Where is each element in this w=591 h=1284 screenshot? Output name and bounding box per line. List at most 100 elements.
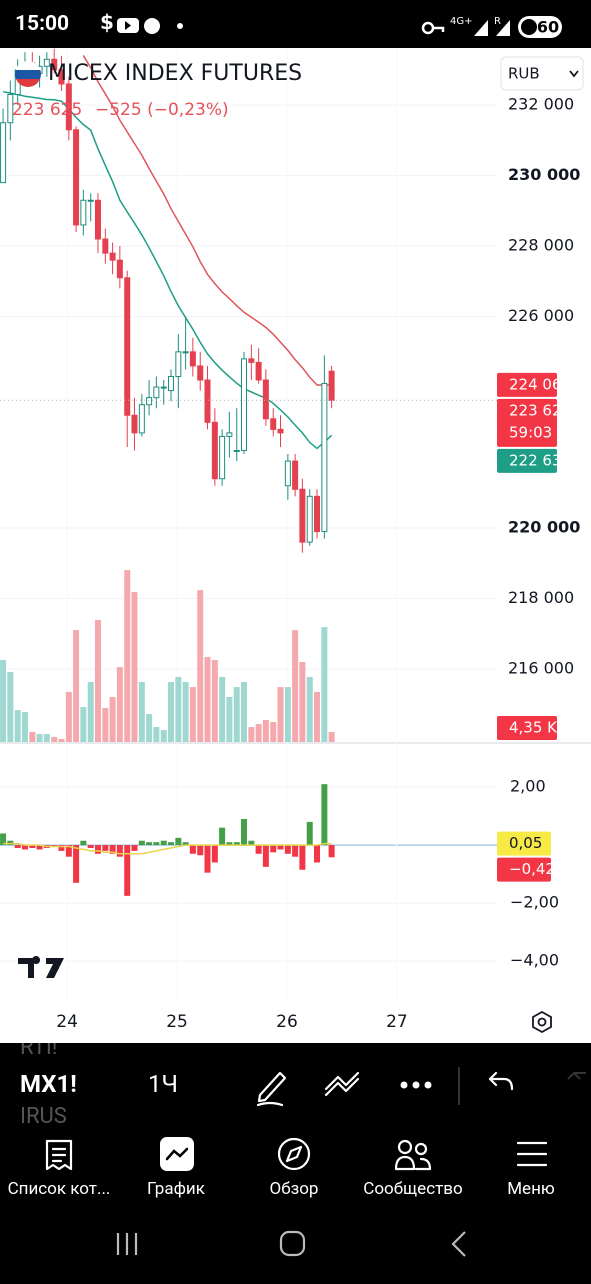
price-label-box [497, 372, 557, 397]
y-tick-label: −4,00 [510, 951, 559, 970]
nav-label[interactable]: Сообщество [363, 1179, 463, 1199]
y-tick-label: 230 000 [508, 165, 580, 184]
toolbar-icons [256, 1067, 586, 1107]
price-label: 223 625 [509, 401, 571, 419]
interval[interactable]: 1Ч [148, 1070, 178, 1098]
volume-bar [116, 667, 123, 742]
candle-body [189, 351, 196, 367]
volume-bar [138, 682, 145, 742]
x-tick-label: 25 [166, 1012, 188, 1032]
candle-body [146, 397, 153, 406]
recent-button[interactable] [116, 1233, 138, 1255]
volume-bar [189, 687, 196, 742]
y-tick-label: 2,00 [510, 777, 546, 796]
ghost-symbol: RTI! [20, 1043, 58, 1060]
nav-label[interactable]: График [147, 1179, 205, 1199]
clock: 15:00 [15, 12, 70, 36]
system-nav [0, 1210, 591, 1280]
candle-body [94, 199, 101, 240]
oscillator-bar [21, 845, 28, 850]
volume-bar [240, 682, 247, 742]
oscillator-bar [73, 845, 80, 883]
ghost-symbol: IRUS [20, 1104, 67, 1125]
oscillator-bar [14, 845, 21, 848]
symbol[interactable]: MX1! [20, 1070, 77, 1098]
volume-bar [277, 687, 284, 742]
volume-bar [21, 712, 28, 742]
oscillator-bar [109, 845, 116, 854]
candle-body [160, 386, 167, 389]
candle-body [167, 375, 174, 392]
volume-bar [80, 707, 87, 742]
candle-body [116, 259, 123, 279]
volume-bar [182, 682, 189, 742]
oscillator-bar [211, 845, 218, 863]
candle-body [29, 62, 36, 74]
volume-label-box [497, 716, 557, 740]
undo-icon[interactable] [488, 1071, 514, 1091]
candle-body [14, 69, 21, 96]
nav-icons [45, 1137, 548, 1171]
volume-bar [124, 570, 131, 742]
nav-label[interactable]: Обзор [269, 1179, 319, 1199]
price-label: 222 633 [509, 451, 571, 469]
explore-icon[interactable] [277, 1137, 311, 1171]
oscillator-bar [124, 845, 131, 896]
candle-body [138, 404, 145, 434]
candle-body [328, 370, 335, 401]
battery: 60 [537, 18, 559, 37]
oscillator-bar [233, 842, 240, 846]
candle-body [43, 58, 50, 67]
candle-body [87, 199, 94, 202]
nav-label[interactable]: Меню [507, 1179, 555, 1199]
oscillator-bar [197, 845, 204, 856]
volume-bar [109, 696, 116, 742]
oscillator-label: 0,05 [509, 834, 542, 852]
oscillator-bar [270, 845, 277, 853]
y-tick-label: 218 000 [508, 588, 574, 607]
oscillator-bar [292, 845, 299, 857]
nav-label[interactable]: Список кот... [7, 1179, 111, 1199]
draw-icon[interactable] [257, 1071, 287, 1103]
volume-bar [0, 659, 7, 742]
oscillator-bar [94, 845, 101, 854]
settings-icon[interactable] [532, 1010, 552, 1034]
more-icon[interactable] [400, 1081, 432, 1089]
volume-bar [7, 671, 14, 742]
volume-label: 4,35 K [509, 719, 558, 737]
status-icons: $ 4G+ R 60 [100, 10, 562, 38]
back-button[interactable] [451, 1231, 466, 1257]
candle-body [36, 65, 43, 74]
candle-body [204, 379, 211, 423]
countdown: 59:03 [509, 423, 552, 441]
candle-body [233, 450, 240, 453]
oscillator-bar [160, 840, 167, 846]
svg-text:$: $ [100, 10, 114, 34]
candle-body [284, 460, 291, 487]
candle-body [58, 69, 65, 85]
volume-bar [233, 687, 240, 742]
candle-body [109, 252, 116, 261]
volume-bar [73, 630, 80, 742]
settings-icon-center [537, 1017, 547, 1027]
candle-body [306, 495, 313, 543]
y-tick-label: 232 000 [508, 95, 574, 114]
oscillator-bar [314, 845, 321, 863]
oscillator-bar [175, 837, 182, 846]
oscillator-label: −0,42 [509, 860, 555, 878]
signal-label: R [494, 16, 501, 27]
watchlist-icon[interactable] [45, 1139, 73, 1171]
volume-bar [262, 719, 269, 742]
candle-body [21, 62, 28, 71]
oscillator-bar [182, 842, 189, 846]
indicators-icon[interactable] [324, 1071, 360, 1097]
volume-bar [131, 591, 138, 742]
volume-bar [175, 676, 182, 742]
volume-bar [211, 659, 218, 742]
oscillator-bar [204, 845, 211, 873]
home-button[interactable] [279, 1230, 306, 1257]
system-nav-icons [116, 1230, 466, 1257]
menu-icon[interactable] [516, 1141, 548, 1167]
volume-bar [51, 736, 58, 742]
